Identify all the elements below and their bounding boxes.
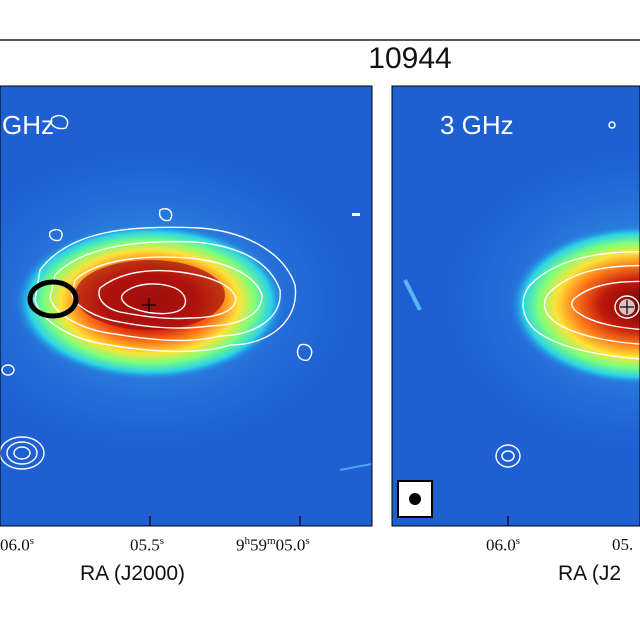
beam-shape	[409, 493, 421, 505]
x-axis-label-left: RA (J2000)	[80, 562, 186, 585]
left-panel-label: GHz	[2, 110, 54, 140]
x-axis-label-right: RA (J2	[558, 562, 622, 585]
center-axis-ticks	[374, 86, 390, 526]
center-cross-left	[142, 298, 156, 312]
radio-contours-right	[495, 121, 640, 468]
left-panel-image	[0, 86, 372, 526]
right-panel-image	[392, 86, 640, 526]
right-panel-label: 3 GHz	[440, 110, 514, 140]
x-tick-right-2: 05.	[612, 535, 634, 554]
x-axis-ticks	[149, 516, 509, 526]
black-ellipse-marker	[27, 279, 79, 319]
center-cross-right	[620, 300, 634, 314]
galaxy-emission-right	[510, 225, 640, 385]
radio-contours-left	[0, 114, 313, 470]
x-tick-right-1: 06.0s	[486, 535, 521, 555]
x-tick-left-1: 06.0s	[0, 535, 35, 555]
x-tick-left-2: 05.5s	[130, 535, 165, 555]
x-tick-left-3: 9h59m05.0s	[236, 535, 310, 555]
figure-title: 10944	[368, 42, 452, 75]
